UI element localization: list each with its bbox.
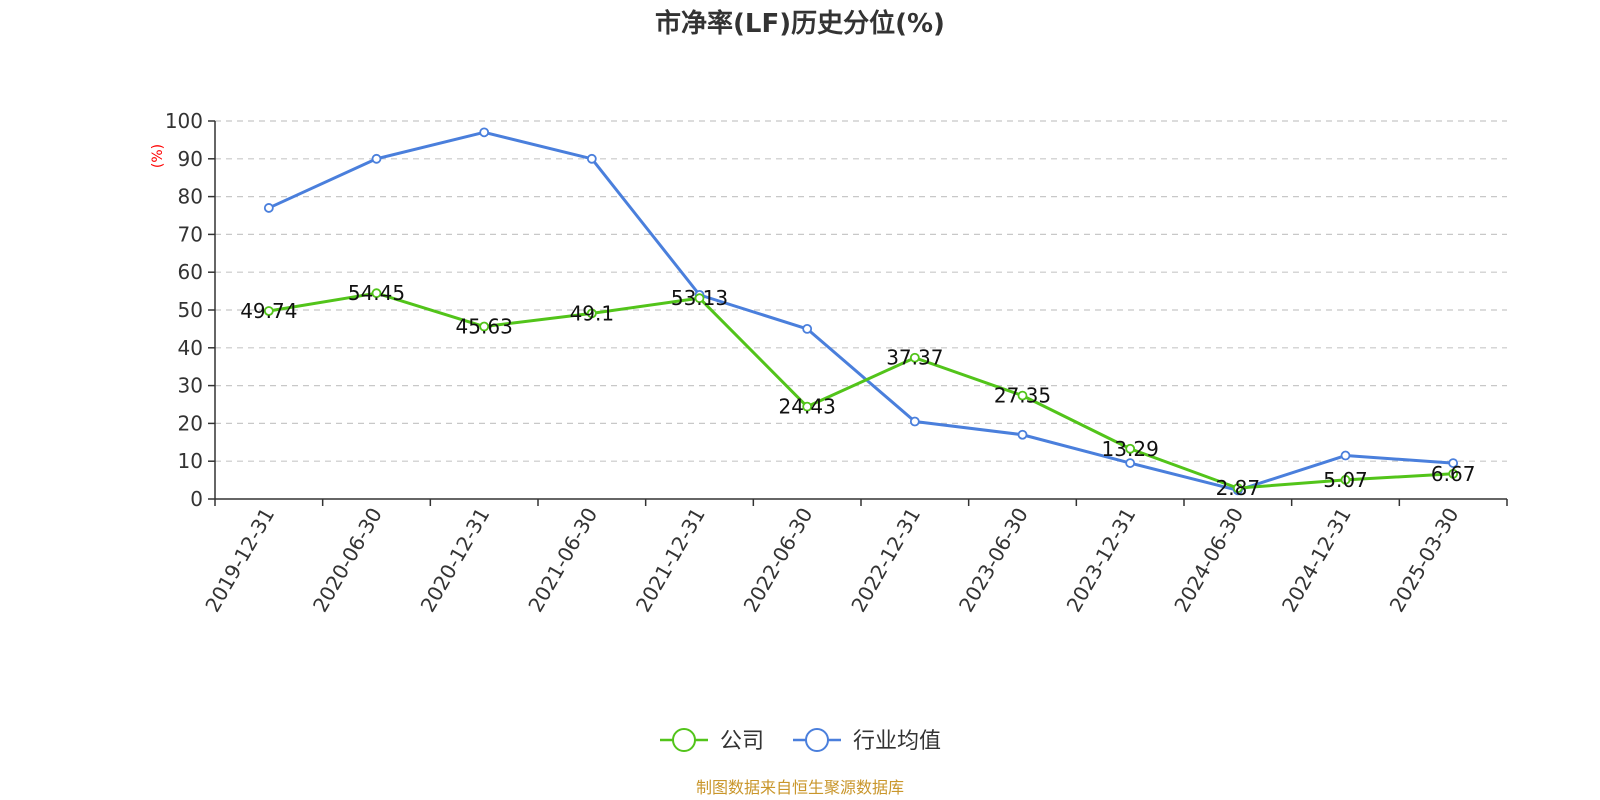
legend-label: 行业均值 [853, 729, 941, 754]
data-point[interactable] [909, 352, 920, 363]
data-label: 49.74 [240, 299, 297, 323]
data-point[interactable] [1448, 468, 1459, 479]
data-point[interactable] [586, 308, 597, 319]
data-point[interactable] [802, 401, 813, 412]
y-tick-label: 40 [178, 336, 203, 360]
x-tick-label: 2023-06-30 [954, 504, 1033, 617]
series-line-1 [268, 130, 1454, 492]
x-tick-label: 2020-06-30 [308, 504, 387, 617]
x-tick-label: 2021-06-30 [523, 504, 602, 617]
data-label: 5.07 [1323, 468, 1368, 492]
y-tick-label: 100 [165, 109, 203, 133]
source-note: 制图数据来自恒生聚源数据库 [696, 778, 904, 797]
data-point[interactable] [1340, 474, 1351, 485]
legend[interactable]: 公司 行业均值 [660, 728, 941, 754]
data-label: 37.37 [886, 346, 943, 370]
data-point[interactable] [1340, 450, 1351, 461]
data-point[interactable] [909, 416, 920, 427]
data-point[interactable] [586, 153, 597, 164]
data-point[interactable] [479, 321, 490, 332]
data-point[interactable] [694, 293, 705, 304]
x-tick-label: 2022-12-31 [846, 503, 925, 616]
data-point[interactable] [263, 203, 274, 213]
data-labels: 49.74 54.45 45.63 49.1 53.13 24.43 37.37 27.35 1… [240, 281, 1475, 500]
data-point[interactable] [371, 153, 382, 164]
data-label: 27.35 [994, 384, 1051, 408]
data-point[interactable] [371, 288, 382, 299]
data-label: 53.13 [671, 286, 728, 310]
gridlines [215, 120, 1507, 462]
x-tick-label: 2022-06-30 [739, 504, 818, 617]
y-tick-label: 90 [178, 147, 203, 171]
legend-label: 公司 [720, 729, 764, 754]
y-tick-label: 80 [178, 185, 203, 209]
y-tick-label: 10 [178, 449, 203, 473]
data-point[interactable] [1017, 390, 1028, 401]
data-point[interactable] [802, 323, 813, 334]
y-tick-label: 70 [178, 222, 203, 246]
x-tick-label: 2021-12-31 [631, 504, 710, 617]
data-label: 54.45 [348, 281, 405, 305]
series-line-0 [268, 291, 1454, 490]
data-point[interactable] [263, 306, 274, 316]
x-tick-label: 2019-12-31 [200, 504, 279, 617]
legend-item-1[interactable]: 行业均值 [793, 728, 941, 754]
data-label: 45.63 [456, 315, 513, 339]
data-point[interactable] [479, 127, 490, 138]
data-point[interactable] [1232, 483, 1243, 494]
data-label: 49.1 [570, 301, 615, 325]
x-tick-label: 2020-12-31 [416, 503, 495, 616]
y-tick-label: 60 [178, 260, 203, 284]
legend-item-0[interactable]: 公司 [660, 728, 764, 754]
x-tick-label: 2023-12-31 [1062, 504, 1141, 617]
y-tick-label: 30 [178, 374, 203, 398]
data-label: 24.43 [779, 395, 836, 419]
y-axis-label: (%) [150, 144, 166, 168]
data-point[interactable] [1448, 458, 1459, 468]
data-label: 6.67 [1431, 462, 1476, 486]
data-point[interactable] [1017, 429, 1028, 440]
y-tick-label: 20 [178, 411, 203, 435]
x-tick-label: 2024-06-30 [1169, 504, 1248, 617]
y-tick-label: 50 [178, 298, 203, 322]
chart-title: 市净率(LF)历史分位(%) [655, 8, 945, 39]
data-label: 2.87 [1216, 476, 1261, 500]
y-tick-label: 0 [190, 487, 203, 511]
data-point[interactable] [1125, 443, 1136, 454]
legend-marker [805, 728, 829, 752]
data-label: 13.29 [1102, 437, 1159, 461]
x-tick-label: 2025-03-30 [1385, 504, 1464, 617]
legend-marker [672, 728, 696, 752]
x-tick-label: 2024-12-31 [1277, 504, 1356, 617]
series-layer [263, 127, 1459, 496]
data-point[interactable] [1125, 458, 1136, 468]
axes: 0 10 20 30 40 50 60 70 80 90 100 2019-12-31 2020-06-… [165, 109, 1508, 617]
